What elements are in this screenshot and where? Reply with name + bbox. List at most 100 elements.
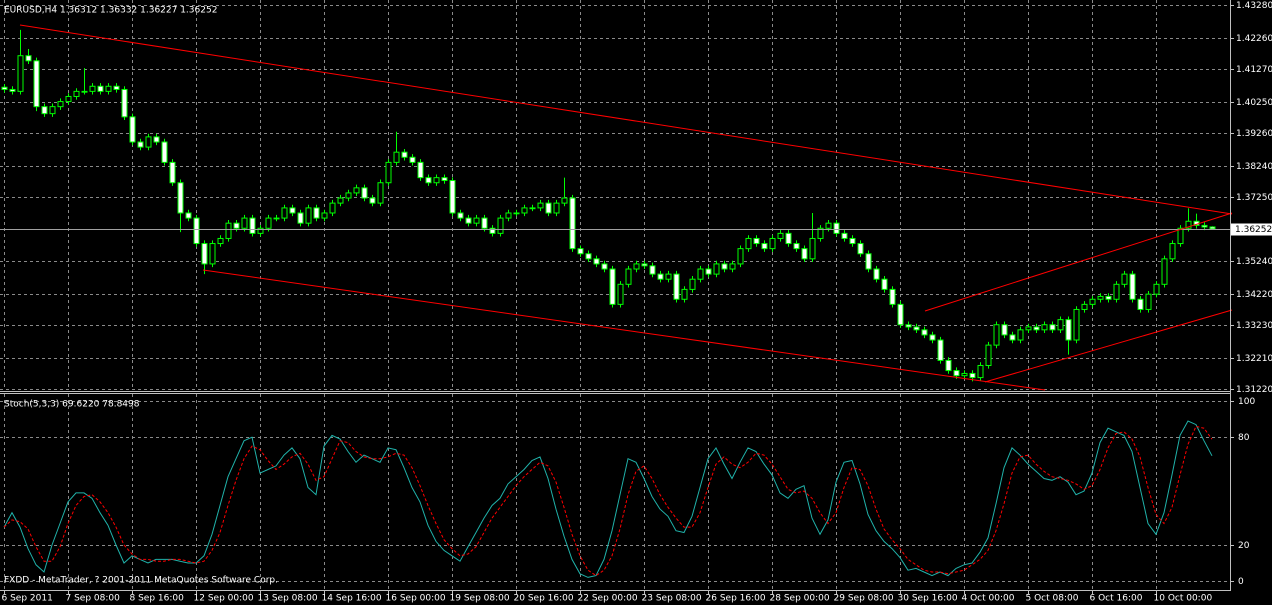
- candle-body: [17, 55, 24, 92]
- candle-body: [9, 88, 16, 92]
- candle-body: [193, 217, 200, 245]
- candle-body: [513, 212, 520, 215]
- candle-body: [881, 278, 888, 290]
- candle-body: [649, 265, 656, 275]
- candle-body: [953, 370, 960, 377]
- candle-body: [1025, 326, 1032, 331]
- candle-body: [625, 268, 632, 285]
- y-tick-label: 1.41270: [1236, 65, 1272, 75]
- candle-body: [1089, 298, 1096, 305]
- candle-body: [617, 283, 624, 305]
- candle-body: [825, 222, 832, 229]
- candle-body: [289, 207, 296, 214]
- y-tick-label: 1.32210: [1236, 354, 1272, 364]
- candle-body: [793, 243, 800, 250]
- candle-body: [473, 217, 480, 224]
- candle-body: [785, 232, 792, 245]
- y-tick-label: 1.34220: [1236, 290, 1272, 300]
- candle-body: [809, 237, 816, 260]
- candle-body: [937, 339, 944, 361]
- x-tick-label: 20 Sep 16:00: [514, 594, 574, 604]
- x-tick-label: 16 Sep 00:00: [386, 594, 446, 604]
- x-tick-label: 26 Sep 16:00: [706, 594, 766, 604]
- candle-body: [1121, 273, 1128, 285]
- candle-body: [185, 212, 192, 219]
- candle-body: [777, 232, 784, 239]
- y-tick-label: 1.40250: [1236, 98, 1272, 108]
- candle-body: [1145, 293, 1152, 310]
- candle-body: [1201, 224, 1208, 228]
- y-tick-label: 1.31220: [1236, 385, 1272, 395]
- candle-body: [929, 334, 936, 341]
- candle-body: [673, 273, 680, 300]
- candle-body: [1081, 303, 1088, 310]
- candle-body: [345, 192, 352, 199]
- candle-body: [569, 197, 576, 250]
- stochastic-line: [3, 420, 1213, 578]
- candle-body: [593, 258, 600, 265]
- candle-body: [449, 180, 456, 214]
- x-tick-label: 22 Sep 00:00: [578, 594, 638, 604]
- candle-body: [1, 86, 8, 90]
- candle-body: [537, 202, 544, 209]
- candle-body: [769, 237, 776, 250]
- candle-body: [337, 197, 344, 204]
- candle-body: [137, 141, 144, 148]
- candle-body: [217, 237, 224, 245]
- candle-body: [321, 212, 328, 219]
- candle-body: [433, 177, 440, 184]
- candle-body: [1057, 319, 1064, 331]
- candle-body: [521, 207, 528, 214]
- candle-body: [113, 85, 120, 90]
- candle-body: [705, 268, 712, 275]
- candle-body: [1049, 324, 1056, 331]
- trend-line: [984, 309, 1233, 383]
- y-tick-label: 20: [1238, 541, 1250, 551]
- x-tick-label: 12 Sep 00:00: [194, 594, 254, 604]
- candle-body: [57, 101, 64, 108]
- candle-body: [553, 202, 560, 214]
- y-tick-label: 1.33230: [1236, 321, 1272, 331]
- candle-body: [25, 55, 32, 62]
- candle-body: [969, 372, 976, 379]
- x-tick-label: 8 Sep 16:00: [130, 594, 185, 604]
- x-tick-label: 14 Sep 16:00: [322, 594, 382, 604]
- candle-body: [833, 222, 840, 234]
- candle-body: [961, 372, 968, 377]
- candle-body: [481, 217, 488, 229]
- candle-body: [417, 161, 424, 179]
- y-tick-label: 1.42260: [1236, 34, 1272, 44]
- chart-title: EURUSD,H4 1.36312 1.36332 1.36227 1.3625…: [4, 6, 217, 16]
- candle-body: [913, 326, 920, 331]
- indicator-title: Stoch(5,3,3) 69.6220 78.8498: [4, 400, 140, 410]
- candle-body: [489, 227, 496, 234]
- candle-body: [1009, 334, 1016, 341]
- candle-body: [1153, 283, 1160, 295]
- candle-body: [905, 324, 912, 328]
- x-tick-label: 7 Sep 08:00: [66, 594, 121, 604]
- candle-body: [145, 136, 152, 148]
- x-tick-label: 28 Sep 00:00: [770, 594, 830, 604]
- candle-body: [369, 197, 376, 204]
- candle-body: [1065, 319, 1072, 341]
- candle-body: [585, 253, 592, 260]
- candle-body: [601, 263, 608, 270]
- trend-line: [924, 212, 1233, 312]
- trend-line: [19, 24, 1233, 215]
- candle-body: [265, 217, 272, 229]
- candle-body: [81, 90, 88, 93]
- candle-body: [857, 243, 864, 255]
- candle-body: [457, 212, 464, 219]
- candle-body: [761, 243, 768, 250]
- candle-body: [545, 202, 552, 214]
- candle-body: [1137, 298, 1144, 310]
- x-tick-label: 13 Sep 08:00: [258, 594, 318, 604]
- candle-body: [689, 278, 696, 290]
- candle-body: [97, 85, 104, 92]
- candle-body: [745, 237, 752, 250]
- candle-body: [737, 248, 744, 265]
- candle-body: [465, 217, 472, 224]
- candle-body: [121, 88, 128, 118]
- candle-body: [361, 187, 368, 199]
